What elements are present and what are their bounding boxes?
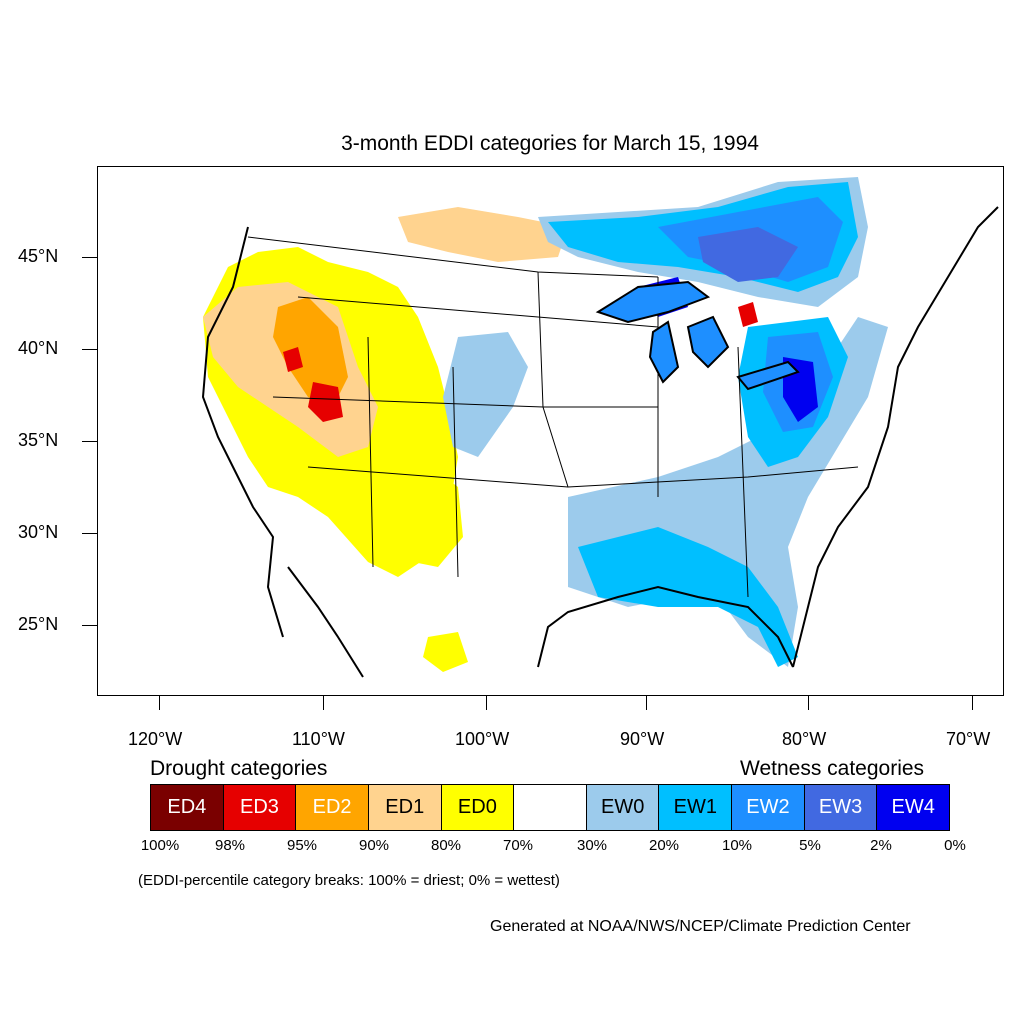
break-90: 90%: [358, 837, 390, 854]
wetness-categories-heading: Wetness categories: [740, 757, 925, 780]
category-legend: ED4 ED3 ED2 ED1 ED0 EW0 EW1 EW2 EW3 EW4: [150, 784, 950, 831]
legend-ew0: EW0: [586, 785, 660, 830]
ed2-region-utah: [273, 297, 348, 407]
lat-tick-25: [82, 625, 97, 626]
break-30: 30%: [576, 837, 608, 854]
lon-tick-100: [486, 696, 487, 710]
legend-ew4: EW4: [877, 785, 950, 830]
lon-tick-80: [808, 696, 809, 710]
lat-tick-45: [82, 257, 97, 258]
legend-ew2: EW2: [732, 785, 805, 830]
lake-superior: [595, 280, 711, 324]
ed1-region-north: [398, 207, 568, 262]
break-100: 100%: [140, 837, 180, 854]
map-canvas: [201, 177, 999, 678]
ed0-region-southwest: [358, 457, 463, 567]
lon-label-110: 110°W: [292, 729, 345, 749]
drought-shading: [203, 207, 758, 672]
wetness-shading: [443, 177, 888, 667]
lon-label-120: 120°W: [128, 729, 183, 749]
break-80: 80%: [430, 837, 462, 854]
ed3-region-utah: [308, 382, 343, 422]
lon-label-90: 90°W: [620, 729, 665, 749]
lat-tick-40: [82, 349, 97, 350]
legend-ed4: ED4: [151, 785, 224, 830]
break-98: 98%: [214, 837, 246, 854]
legend-ew3: EW3: [804, 785, 878, 830]
break-10: 10%: [721, 837, 753, 854]
legend-ed1: ED1: [368, 785, 442, 830]
lon-tick-120: [159, 696, 160, 710]
lake-huron: [686, 315, 730, 369]
lake-michigan: [648, 320, 680, 384]
ew0-region-plains: [443, 332, 528, 457]
lat-tick-30: [82, 533, 97, 534]
lat-label-30: 30°N: [18, 522, 59, 542]
break-95: 95%: [286, 837, 318, 854]
break-5: 5%: [799, 837, 821, 854]
ed3-region-nevada: [283, 347, 303, 372]
lat-label-35: 35°N: [18, 430, 59, 450]
lat-label-40: 40°N: [18, 338, 59, 358]
legend-ed0: ED0: [441, 785, 515, 830]
ew3-region: [698, 227, 798, 282]
lon-label-70: 70°W: [946, 729, 991, 749]
lat-label-45: 45°N: [18, 246, 59, 266]
lon-tick-90: [646, 696, 647, 710]
drought-categories-heading: Drought categories: [150, 757, 328, 780]
coastlines: [201, 206, 999, 678]
ew1-region-gulf: [578, 527, 798, 667]
lon-tick-70: [972, 696, 973, 710]
break-20: 20%: [648, 837, 680, 854]
lon-label-100: 100°W: [455, 729, 510, 749]
lon-tick-110: [323, 696, 324, 710]
credit-line: Generated at NOAA/NWS/NCEP/Climate Predi…: [490, 918, 911, 935]
ed3-region-ontario: [738, 302, 758, 327]
legend-ed3: ED3: [223, 785, 297, 830]
break-70: 70%: [502, 837, 534, 854]
lat-label-25: 25°N: [18, 614, 59, 634]
lat-tick-35: [82, 441, 97, 442]
map-title: 3-month EDDI categories for March 15, 19…: [341, 132, 759, 155]
legend-neutral: [514, 785, 587, 830]
percentile-note: (EDDI-percentile category breaks: 100% =…: [138, 872, 560, 889]
legend-ew1: EW1: [659, 785, 733, 830]
lon-label-80: 80°W: [782, 729, 827, 749]
eddi-map: [97, 166, 1004, 696]
ed0-region-mexico: [423, 632, 468, 672]
legend-ed2: ED2: [296, 785, 369, 830]
break-0: 0%: [944, 837, 966, 854]
break-2: 2%: [870, 837, 892, 854]
lake-erie: [736, 360, 800, 391]
great-lakes: [595, 280, 800, 391]
